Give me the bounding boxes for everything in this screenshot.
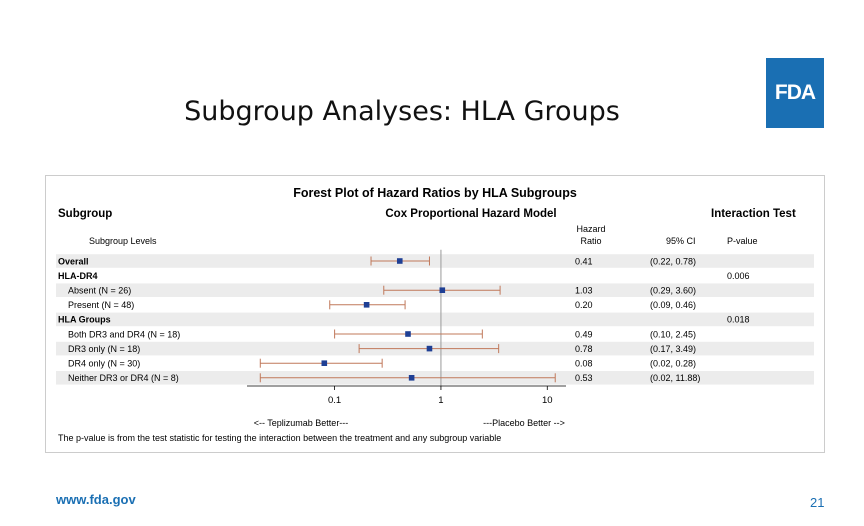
- hazard-ratio-point: [426, 345, 433, 352]
- row-label: Neither DR3 or DR4 (N = 8): [68, 373, 179, 383]
- subgroup-header: Subgroup: [58, 208, 112, 220]
- footnote: The p-value is from the test statistic f…: [58, 433, 501, 443]
- slide-title: Subgroup Analyses: HLA Groups: [184, 96, 620, 127]
- row-band: [56, 254, 814, 268]
- row-label: Both DR3 and DR4 (N = 18): [68, 329, 180, 339]
- hazard-ratio-header-line1: Hazard: [576, 224, 605, 234]
- fda-logo: FDA: [766, 58, 824, 128]
- x-tick-label: 0.1: [328, 395, 341, 406]
- hazard-ratio-point: [363, 302, 370, 308]
- ci-value: (0.09, 0.46): [650, 300, 696, 310]
- row-label: DR3 only (N = 18): [68, 344, 140, 354]
- right-direction-note: ---Placebo Better -->: [483, 418, 565, 428]
- x-axis-ticks: 0.1 1 10: [328, 386, 553, 406]
- page-number: 21: [810, 495, 825, 510]
- forest-plot-panel: Forest Plot of Hazard Ratios by HLA Subg…: [45, 175, 825, 453]
- hazard-ratio-value: 0.53: [575, 373, 593, 383]
- chart-subtitle: Cox Proportional Hazard Model: [385, 208, 556, 220]
- pvalue-value: 0.006: [727, 271, 750, 281]
- interaction-test-header: Interaction Test: [711, 208, 796, 220]
- row-label: DR4 only (N = 30): [68, 359, 140, 369]
- pvalue-header: P-value: [727, 236, 758, 246]
- hazard-ratio-point: [321, 360, 328, 366]
- row-label: Absent (N = 26): [68, 286, 131, 296]
- row-band: [56, 312, 814, 327]
- ci-value: (0.10, 2.45): [650, 329, 696, 339]
- hazard-ratio-point: [439, 287, 446, 293]
- hazard-ratio-value: 0.20: [575, 300, 593, 310]
- ci-header: 95% CI: [666, 236, 696, 246]
- hazard-ratio-value: 0.08: [575, 359, 593, 369]
- row-label: Overall: [58, 256, 89, 266]
- row-label: Present (N = 48): [68, 300, 134, 310]
- pvalue-value: 0.018: [727, 315, 750, 325]
- hazard-ratio-value: 0.41: [575, 256, 593, 266]
- subgroup-levels-header: Subgroup Levels: [89, 236, 157, 246]
- forest-plot: Forest Plot of Hazard Ratios by HLA Subg…: [56, 186, 814, 443]
- hazard-ratio-value: 0.78: [575, 344, 593, 354]
- ci-value: (0.02, 0.28): [650, 359, 696, 369]
- footer-url[interactable]: www.fda.gov: [56, 492, 136, 507]
- ci-value: (0.17, 3.49): [650, 344, 696, 354]
- row-label: HLA Groups: [58, 315, 111, 325]
- left-direction-note: <-- Teplizumab Better---: [254, 418, 349, 428]
- x-tick-label: 1: [438, 395, 443, 406]
- hazard-ratio-point: [396, 258, 403, 264]
- row-bands: [56, 254, 814, 385]
- hazard-ratio-value: 1.03: [575, 286, 593, 296]
- hazard-ratio-value: 0.49: [575, 329, 593, 339]
- row-label: HLA-DR4: [58, 271, 98, 281]
- ci-value: (0.29, 3.60): [650, 286, 696, 296]
- ci-value: (0.22, 0.78): [650, 256, 696, 266]
- chart-title: Forest Plot of Hazard Ratios by HLA Subg…: [293, 186, 577, 200]
- x-tick-label: 10: [542, 395, 553, 406]
- ci-value: (0.02, 11.88): [650, 373, 700, 383]
- forest-rows: Overall 0.41 (0.22, 0.78) HLA-DR4 0.006 Absen…: [58, 256, 750, 383]
- hazard-ratio-point: [405, 331, 411, 337]
- hazard-ratio-header-line2: Ratio: [580, 236, 601, 246]
- hazard-ratio-point: [408, 375, 415, 381]
